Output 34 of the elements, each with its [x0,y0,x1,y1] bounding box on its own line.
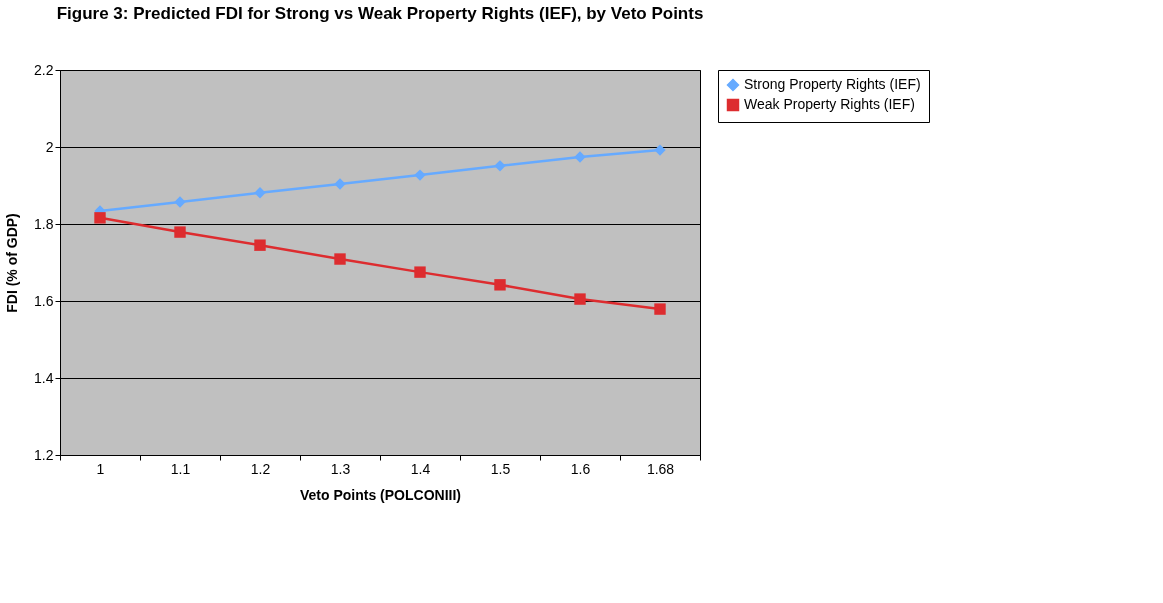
x-tick-label: 1.6 [570,460,591,477]
point [94,212,106,224]
y-tick-label: 1.4 [34,369,54,386]
x-tick-label: 1.3 [330,460,351,477]
x-tick-label: 1.4 [410,460,431,477]
point [174,226,186,238]
point [334,253,346,265]
legend-label: Weak Property Rights (IEF) [744,96,915,112]
point [654,144,666,156]
point [414,169,426,181]
point [494,279,506,291]
y-tick-label: 1.8 [34,215,54,232]
y-tick-label: 1.6 [34,292,54,309]
x-tick-label: 1.5 [490,460,511,477]
point [574,151,586,163]
x-axis-title: Veto Points (POLCONIII) [299,486,462,503]
legend-label: Strong Property Rights (IEF) [744,76,921,92]
point [574,293,586,305]
x-tick-label: 1.2 [250,460,271,477]
point [494,160,506,172]
x-tick-label: 1 [96,460,105,477]
point [174,196,186,208]
point [334,178,346,190]
y-tick-label: 1.2 [34,446,54,463]
point [414,266,426,278]
y-tick-label: 2 [45,138,54,155]
x-tick-label: 1.1 [170,460,191,477]
point [654,303,666,315]
y-tick-label: 2.2 [34,61,54,78]
point [254,187,266,199]
x-tick-label: 1.68 [646,460,675,477]
y-axis-title: FDI (% of GDP) [4,213,21,313]
point [254,239,266,251]
chart-title: Figure 3: Predicted FDI for Strong vs Weak Property Rights (IEF), by Veto Points [56,4,704,23]
